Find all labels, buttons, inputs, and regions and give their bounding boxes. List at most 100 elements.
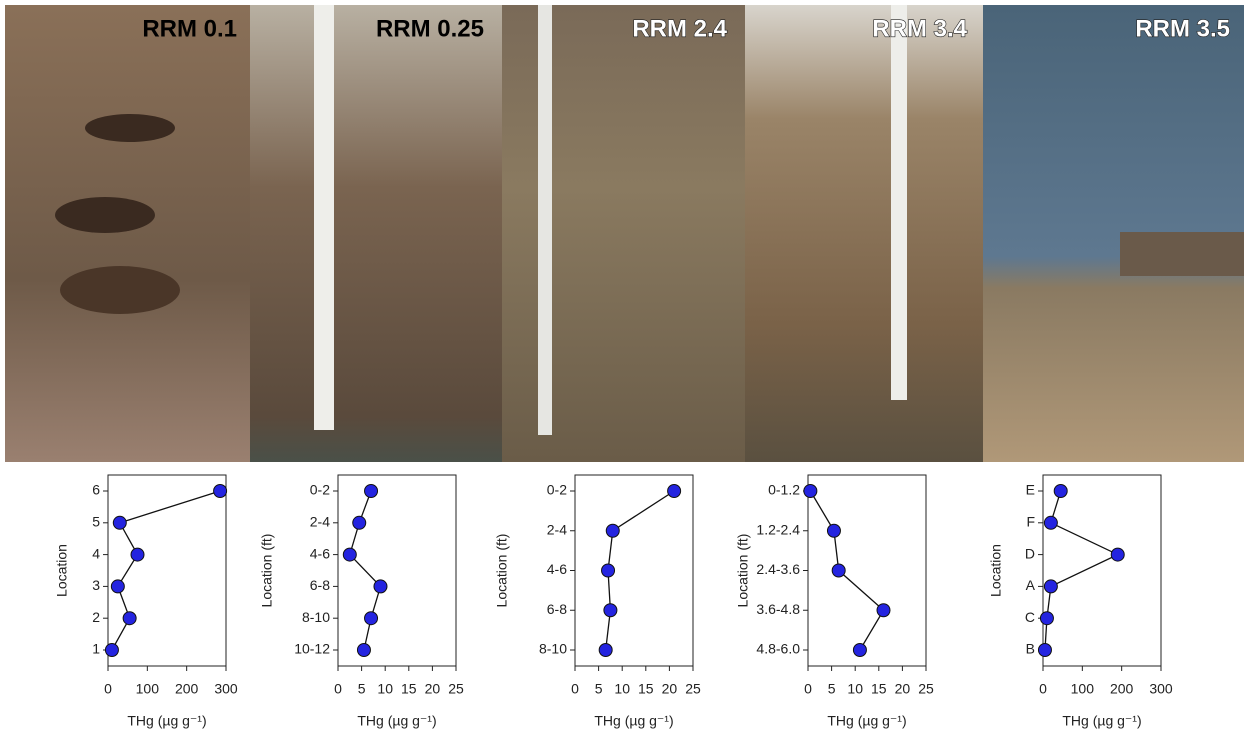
x-axis-label: THg (µg g⁻¹) [1062, 713, 1141, 729]
photo-detail [85, 114, 175, 142]
y-tick-label: 4.8-6.0 [756, 641, 800, 657]
y-tick-label: 4 [92, 545, 100, 561]
plot-frame [338, 475, 456, 666]
y-tick-label: D [1025, 545, 1035, 561]
data-point [357, 644, 370, 657]
photo-label: RRM 0.25 [376, 15, 484, 42]
photo-detail [314, 5, 334, 430]
plot-frame [108, 475, 226, 666]
photo-strip [5, 5, 1244, 462]
y-tick-label: 8-10 [302, 609, 330, 625]
y-tick-label: E [1026, 482, 1035, 498]
y-tick-label: 3.6-4.8 [756, 601, 800, 617]
y-tick-label: 10-12 [294, 641, 330, 657]
x-tick-label: 100 [136, 681, 160, 697]
figure: RRM 0.10100200300654321THg (µg g⁻¹)Locat… [0, 0, 1244, 736]
data-point [353, 516, 366, 529]
y-tick-label: A [1026, 577, 1036, 593]
data-point [604, 604, 617, 617]
x-tick-label: 5 [595, 681, 603, 697]
data-point [827, 524, 840, 537]
y-tick-label: 6 [92, 482, 100, 498]
data-point [853, 644, 866, 657]
photo-detail [60, 266, 180, 314]
y-tick-label: 2-4 [547, 521, 567, 537]
profile-line [1045, 491, 1118, 650]
data-point [1054, 485, 1067, 498]
photo-label: RRM 3.4 [872, 15, 967, 42]
x-axis-label: THg (µg g⁻¹) [827, 713, 906, 729]
data-point [343, 548, 356, 561]
data-point [1040, 612, 1053, 625]
x-tick-label: 15 [871, 681, 887, 697]
y-tick-label: F [1026, 514, 1035, 530]
photo-detail [55, 197, 155, 233]
data-point [105, 644, 118, 657]
x-tick-label: 0 [571, 681, 579, 697]
x-tick-label: 100 [1071, 681, 1095, 697]
x-tick-label: 0 [804, 681, 812, 697]
data-point [123, 612, 136, 625]
photo [5, 5, 250, 462]
profile-line [810, 491, 883, 650]
y-tick-label: 5 [92, 514, 100, 530]
data-point [365, 485, 378, 498]
y-tick-label: 8-10 [539, 641, 567, 657]
profile-line [350, 491, 381, 650]
data-point [131, 548, 144, 561]
y-tick-label: 1.2-2.4 [756, 521, 800, 537]
y-axis-label: Location (ft) [494, 534, 510, 608]
data-point [1044, 516, 1057, 529]
y-tick-label: B [1026, 641, 1035, 657]
y-tick-label: 2-4 [310, 514, 330, 530]
data-point [832, 564, 845, 577]
photo [745, 5, 983, 462]
y-axis-label: Location [988, 544, 1004, 597]
y-tick-label: C [1025, 609, 1035, 625]
y-tick-label: 2 [92, 609, 100, 625]
y-tick-label: 6-8 [547, 601, 567, 617]
y-axis-label: Location (ft) [735, 534, 751, 608]
data-point [111, 580, 124, 593]
y-tick-label: 4-6 [310, 545, 330, 561]
y-tick-label: 4-6 [547, 561, 567, 577]
data-point [804, 485, 817, 498]
x-tick-label: 15 [638, 681, 654, 697]
x-tick-label: 0 [104, 681, 112, 697]
x-tick-label: 25 [448, 681, 464, 697]
data-point [877, 604, 890, 617]
photo-label: RRM 2.4 [632, 15, 727, 42]
y-tick-label: 1 [92, 641, 100, 657]
data-point [113, 516, 126, 529]
photo [250, 5, 502, 462]
data-point [1044, 580, 1057, 593]
x-axis-label: THg (µg g⁻¹) [357, 713, 436, 729]
data-point [374, 580, 387, 593]
y-axis-label: Location [54, 544, 70, 597]
x-tick-label: 300 [1149, 681, 1173, 697]
y-tick-label: 0-1.2 [768, 482, 800, 498]
x-tick-label: 0 [1039, 681, 1047, 697]
x-tick-label: 10 [614, 681, 630, 697]
photo-detail [1120, 232, 1244, 276]
data-point [606, 524, 619, 537]
data-point [365, 612, 378, 625]
x-tick-label: 200 [175, 681, 199, 697]
x-tick-label: 20 [895, 681, 911, 697]
x-tick-label: 5 [358, 681, 366, 697]
x-axis-label: THg (µg g⁻¹) [594, 713, 673, 729]
photo-label: RRM 3.5 [1135, 15, 1230, 42]
x-tick-label: 10 [377, 681, 393, 697]
photo-detail [538, 5, 552, 435]
data-point [1038, 644, 1051, 657]
x-tick-label: 200 [1110, 681, 1134, 697]
plot-frame [1043, 475, 1161, 666]
profile-line [606, 491, 674, 650]
x-tick-label: 25 [918, 681, 934, 697]
data-point [599, 644, 612, 657]
y-tick-label: 2.4-3.6 [756, 561, 800, 577]
x-tick-label: 15 [401, 681, 417, 697]
photo-label: RRM 0.1 [142, 15, 237, 42]
x-tick-label: 25 [685, 681, 701, 697]
x-axis-label: THg (µg g⁻¹) [127, 713, 206, 729]
